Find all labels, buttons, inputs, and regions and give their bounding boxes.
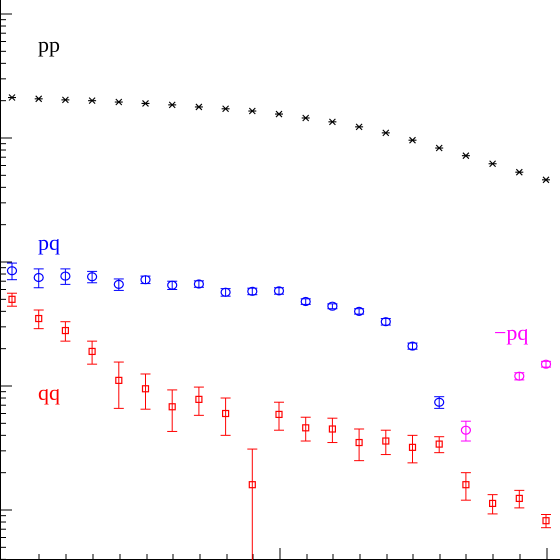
data-point — [382, 437, 390, 445]
series-pq — [6, 262, 445, 409]
data-point — [220, 287, 231, 297]
asterisk-stroke — [8, 94, 16, 101]
data-point — [540, 359, 552, 369]
data-point — [168, 403, 176, 411]
data-point — [222, 409, 230, 418]
data-point — [462, 481, 470, 489]
data-point — [168, 101, 177, 109]
data-point — [328, 425, 336, 433]
data-point — [195, 395, 203, 403]
data-point — [300, 296, 311, 307]
data-point — [247, 286, 258, 296]
data-point — [34, 95, 43, 103]
series-label-pp: pp — [38, 32, 60, 57]
data-point — [301, 114, 310, 122]
data-point — [515, 494, 523, 503]
data-point — [488, 160, 497, 168]
asterisk-stroke — [222, 105, 229, 113]
data-point — [302, 424, 310, 432]
series-label-pq: pq — [38, 230, 60, 255]
asterisk-stroke — [489, 160, 496, 168]
data-point — [380, 317, 391, 327]
data-point — [435, 144, 444, 152]
asterisk-stroke — [302, 114, 310, 122]
data-point — [434, 397, 445, 407]
series-label-qq: qq — [38, 380, 60, 405]
data-point — [221, 105, 230, 113]
data-point — [461, 152, 470, 160]
data-point — [248, 481, 256, 489]
asterisk-stroke — [542, 176, 550, 184]
series-qq — [7, 292, 551, 560]
series-label--pq: −pq — [494, 320, 528, 345]
data-point — [115, 376, 123, 384]
series-labels: pp pq −pq qq — [38, 32, 528, 405]
data-point — [355, 438, 363, 447]
data-point — [355, 123, 364, 131]
data-point — [141, 100, 150, 107]
asterisk-stroke — [88, 97, 96, 105]
data-point — [167, 280, 178, 290]
asterisk-stroke — [462, 152, 470, 160]
asterisk-stroke — [515, 168, 523, 176]
data-point — [407, 341, 418, 351]
asterisk-stroke — [275, 110, 283, 118]
data-point — [194, 103, 203, 111]
data-point — [8, 94, 16, 101]
data-point — [60, 271, 71, 281]
data-point — [327, 301, 338, 311]
data-point — [88, 347, 96, 356]
data-point — [61, 326, 70, 335]
data-point — [275, 410, 283, 419]
data-point — [33, 272, 44, 283]
asterisk-stroke — [355, 123, 363, 131]
data-point — [88, 97, 97, 105]
data-point — [140, 275, 151, 285]
asterisk-stroke — [62, 96, 69, 104]
data-point — [113, 279, 124, 289]
data-point — [489, 499, 497, 508]
data-point — [275, 110, 283, 118]
series-pp — [8, 94, 550, 184]
data-point — [514, 371, 525, 381]
data-point — [460, 425, 471, 435]
asterisk-stroke — [195, 103, 203, 111]
asterisk-stroke — [142, 100, 149, 107]
asterisk-stroke — [409, 136, 416, 144]
data-point — [408, 443, 417, 451]
data-point — [354, 306, 365, 316]
data-point — [542, 517, 550, 525]
data-point — [381, 129, 390, 137]
asterisk-stroke — [329, 118, 336, 126]
asterisk-stroke — [435, 144, 443, 152]
data-point — [141, 385, 150, 393]
asterisk-stroke — [168, 101, 176, 109]
asterisk-stroke — [382, 129, 390, 137]
data-point — [114, 98, 123, 106]
asterisk-stroke — [115, 98, 123, 106]
data-point — [193, 279, 204, 289]
data-point — [6, 266, 18, 276]
chart-marks — [6, 94, 552, 560]
data-point — [408, 136, 417, 144]
data-point — [248, 107, 257, 115]
data-point — [515, 168, 524, 176]
data-point — [328, 118, 337, 126]
asterisk-stroke — [35, 95, 43, 103]
data-point — [542, 176, 550, 184]
data-point — [435, 440, 443, 448]
data-point — [61, 96, 70, 104]
data-point — [273, 286, 285, 296]
data-point — [86, 272, 98, 282]
asterisk-stroke — [248, 107, 256, 115]
series--pq — [460, 359, 552, 442]
data-point — [8, 295, 16, 303]
data-point — [35, 314, 43, 323]
